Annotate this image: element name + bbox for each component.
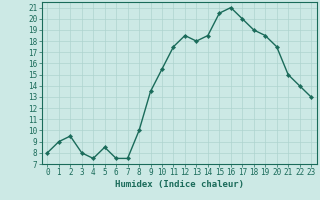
X-axis label: Humidex (Indice chaleur): Humidex (Indice chaleur) <box>115 180 244 189</box>
